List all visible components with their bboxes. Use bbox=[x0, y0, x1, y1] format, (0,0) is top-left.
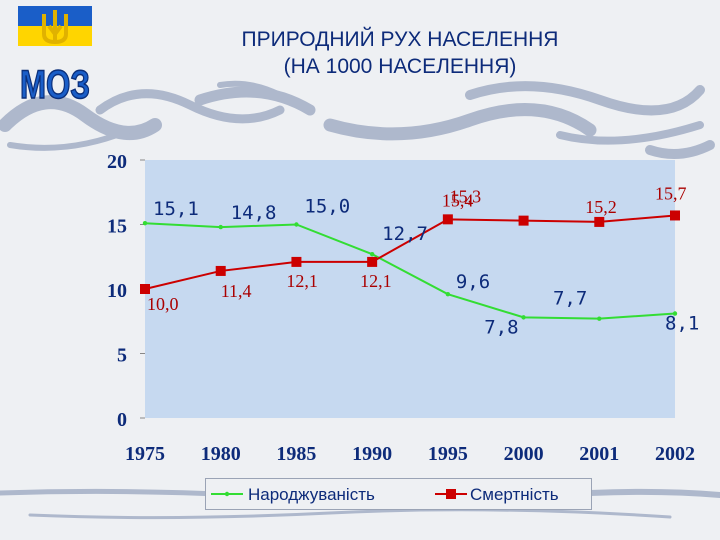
x-tick-label: 2002 bbox=[655, 443, 695, 465]
births-value-label: 12,7 bbox=[382, 223, 428, 245]
deaths-value-label: 15,3 bbox=[450, 187, 482, 207]
logo-text: МОЗ bbox=[20, 63, 90, 106]
deaths-value-label: 15,7 bbox=[655, 183, 687, 203]
births-point bbox=[597, 316, 602, 321]
births-point bbox=[369, 251, 375, 257]
deaths-point bbox=[291, 256, 302, 267]
y-tick-label: 5 bbox=[117, 345, 127, 367]
legend-label-deaths: Смертність bbox=[470, 485, 559, 504]
deaths-value-label: 12,1 bbox=[360, 271, 392, 291]
deaths-point bbox=[670, 210, 680, 221]
x-tick-label: 1985 bbox=[276, 443, 316, 465]
births-value-label: 8,1 bbox=[665, 313, 699, 335]
legend-marker-deaths bbox=[446, 489, 456, 499]
trident-icon bbox=[42, 10, 68, 45]
births-value-label: 15,1 bbox=[153, 198, 199, 220]
births-value-label: 7,7 bbox=[553, 288, 587, 310]
slide-title: ПРИРОДНИЙ РУХ НАСЕЛЕННЯ (НА 1000 НАСЕЛЕН… bbox=[150, 26, 650, 80]
deaths-point bbox=[367, 256, 378, 267]
births-value-label: 15,0 bbox=[304, 196, 350, 218]
births-point bbox=[218, 224, 223, 230]
deaths-point bbox=[518, 215, 529, 226]
data-labels: 15,1 14,8 15,0 12,7 9,6 7,8 7,7 8,1 10,0 11,4 12,1… bbox=[147, 183, 699, 338]
legend: Народжуваність Смертність bbox=[205, 478, 592, 510]
births-value-label: 7,8 bbox=[484, 316, 518, 338]
legend-graphics: Народжуваність Смертність bbox=[211, 485, 559, 504]
plot-area bbox=[145, 160, 675, 418]
births-value-label: 14,8 bbox=[231, 202, 277, 224]
x-tick-label: 1995 bbox=[428, 443, 468, 465]
deaths-value-label: 10,0 bbox=[147, 294, 179, 314]
deaths-value-label: 15,2 bbox=[585, 197, 617, 217]
deaths-point bbox=[442, 214, 453, 225]
y-tick-label: 0 bbox=[117, 409, 127, 431]
deaths-value-label: 15,4 bbox=[442, 190, 474, 210]
births-value-label: 9,6 bbox=[456, 271, 490, 293]
legend-marker-births bbox=[224, 491, 230, 497]
births-point bbox=[521, 315, 526, 320]
x-tick-label: 1990 bbox=[352, 443, 392, 465]
deaths-point bbox=[140, 284, 150, 294]
x-tick-label: 1975 bbox=[125, 443, 165, 465]
legend-item-deaths: Смертність bbox=[435, 485, 559, 504]
x-axis: 1975 1980 1985 1990 1995 2000 2001 2002 bbox=[125, 443, 695, 465]
births-point bbox=[445, 291, 451, 297]
x-tick-label: 1980 bbox=[201, 443, 241, 465]
legend-item-births: Народжуваність bbox=[211, 485, 375, 504]
deaths-point bbox=[594, 216, 605, 227]
deaths-value-label: 12,1 bbox=[286, 271, 318, 291]
y-tick-label: 15 bbox=[107, 216, 127, 238]
x-tick-label: 2000 bbox=[504, 443, 544, 465]
y-tick-label: 20 bbox=[107, 151, 127, 173]
y-tick-label: 10 bbox=[107, 280, 127, 302]
deaths-value-label: 11,4 bbox=[221, 281, 252, 301]
births-point bbox=[294, 222, 299, 227]
legend-label-births: Народжуваність bbox=[248, 485, 375, 504]
title-line-1: ПРИРОДНИЙ РУХ НАСЕЛЕННЯ bbox=[241, 28, 559, 51]
x-tick-label: 2001 bbox=[579, 443, 619, 465]
births-line bbox=[144, 222, 676, 320]
ministry-logo: МОЗ bbox=[18, 6, 92, 106]
births-point bbox=[142, 221, 148, 226]
deaths-point bbox=[215, 265, 226, 276]
series-lines bbox=[144, 214, 676, 320]
deaths-line bbox=[144, 214, 676, 290]
title-line-2: (НА 1000 НАСЕЛЕННЯ) bbox=[283, 55, 517, 78]
births-point bbox=[672, 311, 678, 316]
series-markers bbox=[140, 210, 680, 321]
y-axis: 0 5 10 15 20 bbox=[107, 151, 145, 431]
